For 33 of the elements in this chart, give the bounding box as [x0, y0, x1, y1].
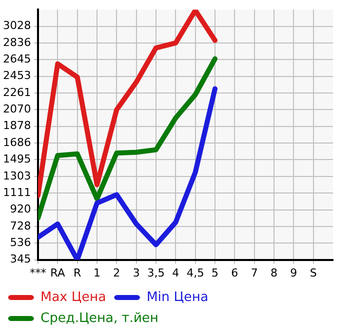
y-tick-label: 2261 — [2, 86, 31, 99]
y-tick-label: 536 — [10, 236, 31, 250]
legend-label: Max Цена — [40, 290, 106, 305]
y-tick-label: 2453 — [2, 69, 31, 82]
y-tick-label: 2645 — [2, 52, 31, 66]
y-tick-label: 345 — [10, 252, 31, 266]
legend-label: Сред.Цена, т.йен — [40, 310, 158, 326]
x-tick-label: R — [74, 266, 82, 280]
x-tick-label: 9 — [290, 266, 298, 280]
y-tick-label: 3028 — [2, 19, 31, 32]
y-tick-label: 1111 — [2, 186, 31, 199]
y-tick-label: 1303 — [2, 169, 31, 182]
x-tick-label: 5 — [212, 266, 218, 280]
y-tick-label: 728 — [10, 219, 31, 232]
y-tick-label: 1686 — [2, 136, 31, 149]
x-tick-label: S — [310, 266, 317, 280]
legend-label: Min Цена — [146, 290, 208, 305]
x-tick-label: 2 — [113, 266, 120, 280]
x-tick-label: 1 — [93, 266, 100, 280]
y-tick-label: 1878 — [2, 119, 31, 132]
x-tick-label: 8 — [270, 266, 278, 280]
y-tick-label: 920 — [10, 202, 31, 216]
x-tick-label: 7 — [250, 266, 258, 280]
x-tick-label: 4 — [172, 266, 180, 280]
x-tick-label: 3 — [132, 266, 140, 280]
y-tick-label: 1495 — [2, 152, 31, 166]
x-tick-label: 3,5 — [147, 266, 165, 280]
x-tick-label: RA — [50, 266, 66, 280]
x-tick-label: *** — [30, 266, 47, 280]
y-tick-label: 2070 — [2, 102, 31, 116]
y-tick-label: 2836 — [2, 36, 31, 49]
x-tick-label: 6 — [231, 266, 238, 280]
x-tick-label: 4,5 — [186, 266, 204, 280]
